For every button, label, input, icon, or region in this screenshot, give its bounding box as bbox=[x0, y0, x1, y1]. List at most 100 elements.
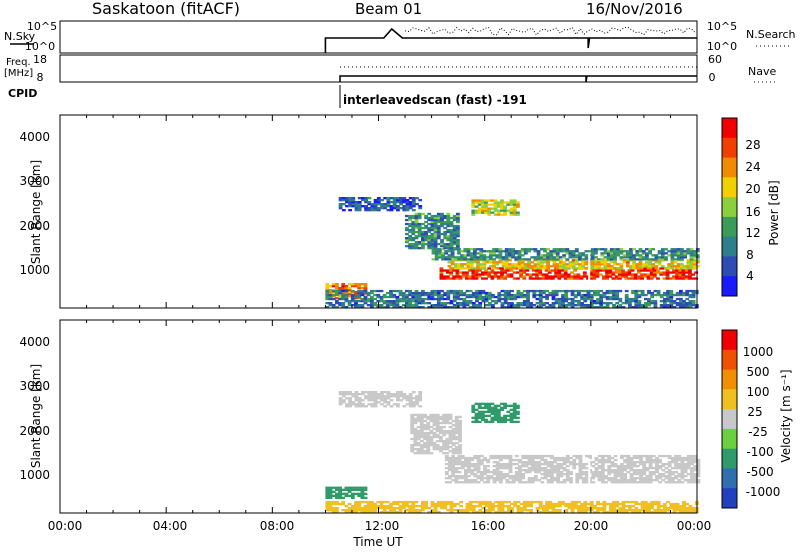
velocity-cell bbox=[629, 461, 634, 464]
power-cell bbox=[554, 291, 559, 295]
power-cell bbox=[568, 256, 573, 259]
power-cell bbox=[598, 273, 603, 276]
power-cell bbox=[600, 248, 605, 251]
velocity-cell bbox=[494, 505, 498, 508]
velocity-cell bbox=[672, 505, 677, 508]
power-cell bbox=[563, 271, 568, 274]
velocity-cell bbox=[618, 509, 623, 512]
power-cell bbox=[364, 207, 368, 210]
power-cell bbox=[471, 203, 476, 206]
power-cell bbox=[561, 302, 565, 305]
power-cell bbox=[430, 291, 435, 295]
velocity-cell bbox=[631, 505, 635, 508]
velocity-cell bbox=[454, 437, 459, 441]
power-cell bbox=[672, 271, 676, 274]
velocity-cell bbox=[413, 435, 418, 439]
velocity-cell bbox=[569, 473, 573, 476]
velocity-cell bbox=[585, 475, 589, 478]
power-cell bbox=[531, 269, 536, 272]
velocity-cell bbox=[442, 442, 446, 445]
velocity-cell bbox=[556, 469, 561, 472]
velocity-cell bbox=[335, 511, 339, 514]
velocity-cell bbox=[500, 418, 504, 421]
power-cell bbox=[523, 265, 528, 268]
velocity-cell bbox=[543, 458, 548, 462]
velocity-cell bbox=[491, 502, 495, 506]
power-cell bbox=[325, 306, 330, 309]
velocity-cell bbox=[476, 467, 481, 470]
velocity-cell bbox=[370, 399, 375, 402]
velocity-cell bbox=[354, 507, 358, 510]
velocity-cell bbox=[408, 399, 413, 402]
power-cell bbox=[465, 275, 469, 278]
power-cell bbox=[398, 306, 403, 309]
power-cell bbox=[344, 295, 349, 299]
power-cell bbox=[649, 273, 654, 276]
velocity-cell bbox=[690, 456, 694, 460]
velocity-cell bbox=[418, 393, 423, 396]
power-cell bbox=[676, 254, 681, 257]
power-cell bbox=[685, 289, 690, 293]
power-cell bbox=[557, 273, 562, 276]
power-cell bbox=[590, 252, 595, 255]
velocity-cell bbox=[357, 401, 362, 404]
power-cell bbox=[522, 289, 527, 293]
velocity-cell bbox=[474, 420, 479, 423]
power-cell bbox=[667, 250, 672, 253]
velocity-cell bbox=[642, 465, 647, 468]
velocity-cell bbox=[674, 481, 678, 484]
velocity-cell bbox=[529, 509, 534, 512]
power-cell bbox=[522, 271, 527, 274]
power-cell bbox=[417, 214, 422, 218]
power-cell bbox=[456, 212, 460, 216]
power-cell bbox=[689, 258, 694, 261]
power-cell bbox=[538, 269, 543, 272]
velocity-cell bbox=[347, 507, 352, 510]
power-cell bbox=[672, 300, 677, 303]
power-cell bbox=[431, 250, 436, 253]
velocity-cell bbox=[682, 505, 686, 508]
power-cell bbox=[526, 304, 530, 307]
velocity-cell bbox=[411, 502, 416, 506]
velocity-cell bbox=[682, 502, 686, 506]
power-ytick-3000: 3000 bbox=[19, 174, 50, 188]
power-cell bbox=[657, 256, 662, 259]
velocity-cell bbox=[693, 454, 698, 458]
power-cell bbox=[405, 304, 409, 307]
power-cell bbox=[512, 199, 517, 202]
power-cell bbox=[634, 300, 639, 303]
velocity-cell bbox=[350, 494, 355, 497]
velocity-cell bbox=[344, 511, 349, 514]
velocity-cell bbox=[666, 507, 670, 510]
velocity-cell bbox=[460, 465, 465, 468]
velocity-cell bbox=[604, 477, 608, 480]
power-cell bbox=[653, 300, 658, 303]
power-cell bbox=[325, 283, 330, 286]
power-cell bbox=[589, 275, 593, 278]
power-cell bbox=[479, 263, 484, 266]
velocity-cell bbox=[615, 500, 620, 504]
power-cell bbox=[589, 293, 594, 297]
power-cell bbox=[481, 289, 486, 293]
velocity-cell bbox=[600, 465, 605, 468]
power-cell bbox=[638, 265, 643, 268]
power-cell bbox=[427, 297, 432, 301]
velocity-cell bbox=[663, 511, 667, 514]
power-cell bbox=[646, 275, 651, 278]
velocity-cell bbox=[570, 505, 575, 508]
velocity-cell bbox=[615, 505, 620, 508]
velocity-cell bbox=[674, 456, 678, 460]
power-cell bbox=[440, 232, 444, 236]
power-cell bbox=[638, 248, 643, 251]
velocity-cell bbox=[591, 465, 596, 468]
power-cell bbox=[493, 207, 498, 210]
velocity-cell bbox=[612, 511, 616, 514]
velocity-cell bbox=[386, 403, 391, 406]
velocity-cell bbox=[479, 479, 484, 482]
power-cell bbox=[373, 297, 377, 301]
power-cbar-tick-16: 16 bbox=[745, 205, 760, 219]
power-cell bbox=[376, 300, 381, 303]
power-cell bbox=[586, 293, 591, 297]
power-ytick-2000: 2000 bbox=[19, 219, 50, 233]
power-cell bbox=[504, 263, 509, 266]
